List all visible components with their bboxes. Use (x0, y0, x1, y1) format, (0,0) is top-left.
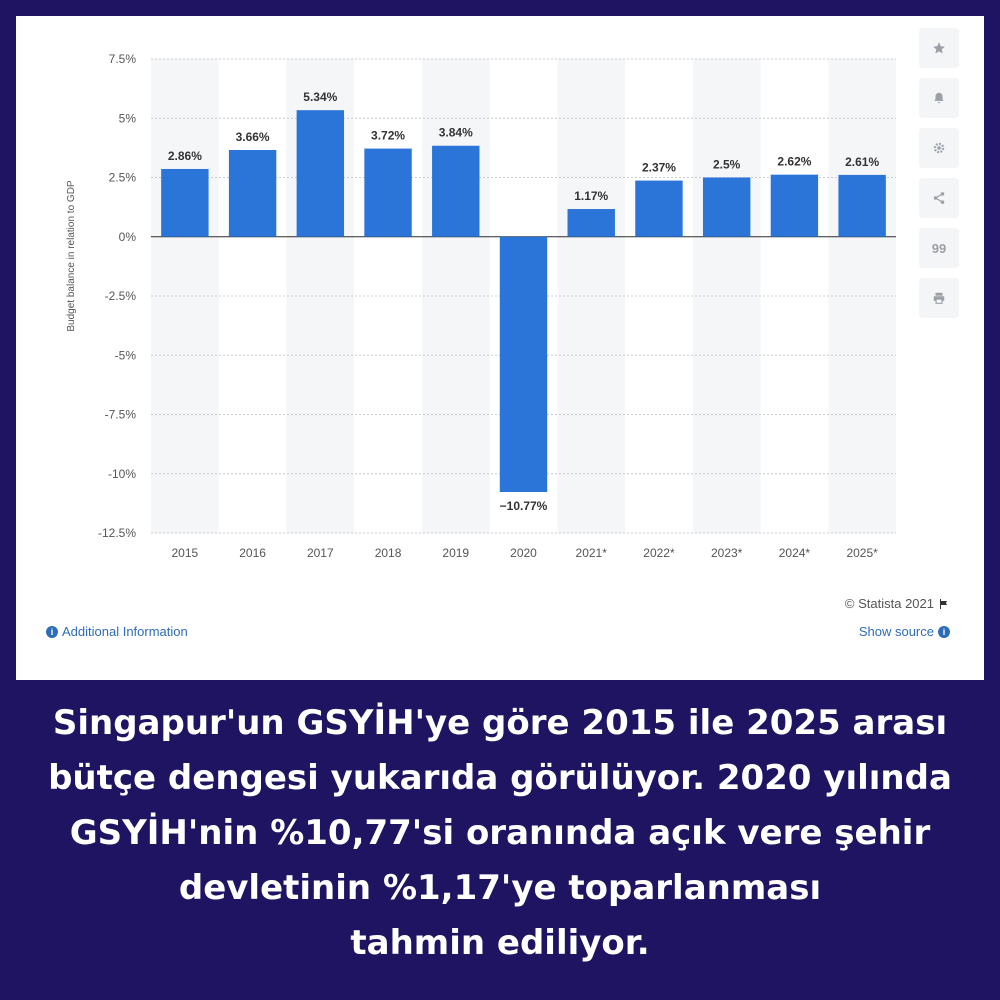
print-button[interactable] (919, 278, 959, 318)
chart-card: 7.5% 5% 2.5% 0% -2.5% -5% -7.5% -10% -12.5% Budge… (16, 16, 984, 680)
share-button[interactable] (919, 178, 959, 218)
data-label: 2.5% (713, 158, 741, 172)
quote-icon: 99 (931, 240, 947, 256)
bar (364, 148, 412, 237)
data-label: 3.72% (371, 129, 405, 143)
chart-toolbar: 99 (919, 28, 971, 318)
copyright-notice: © Statista 2021 (845, 596, 950, 611)
x-tick-label: 2023* (711, 546, 743, 560)
column-band (692, 59, 761, 533)
y-tick-label: -7.5% (105, 408, 137, 422)
y-tick-label: 0% (119, 230, 137, 244)
y-tick-label: -12.5% (98, 526, 136, 540)
gear-icon (933, 142, 945, 154)
y-tick-label: 2.5% (109, 171, 137, 185)
print-icon (933, 292, 945, 304)
x-tick-label: 2025* (846, 546, 878, 560)
flag-icon (940, 598, 947, 609)
data-label: 2.86% (168, 149, 202, 163)
share-icon (933, 192, 945, 204)
column-band (828, 59, 896, 533)
x-tick-label: 2017 (307, 546, 334, 560)
bar-chart: 7.5% 5% 2.5% 0% -2.5% -5% -7.5% -10% -12.5% Budge… (66, 52, 896, 560)
data-label: 2.62% (777, 155, 811, 169)
x-tick-label: 2019 (442, 546, 469, 560)
bar (296, 110, 345, 237)
additional-information-label: Additional Information (62, 624, 188, 639)
y-tick-label: 5% (119, 111, 137, 125)
caption: Singapur'un GSYİH'ye göre 2015 ile 2025 … (20, 696, 980, 971)
settings-button[interactable] (919, 128, 959, 168)
x-tick-label: 2021* (576, 546, 608, 560)
bar (838, 174, 886, 237)
bar (161, 168, 209, 237)
x-tick-label: 2015 (172, 546, 199, 560)
caption-line: GSYİH'nin %10,77'si oranında açık vere ş… (69, 813, 931, 853)
bar (702, 177, 751, 237)
bar (567, 209, 615, 237)
x-tick-label: 2022* (643, 546, 675, 560)
bar (770, 174, 819, 237)
data-label: 5.34% (303, 90, 337, 104)
info-icon: i (46, 625, 58, 638)
data-label: 1.17% (574, 189, 608, 203)
bar (635, 180, 683, 237)
bar (228, 150, 277, 237)
y-axis-title: Budget balance in relation to GDP (66, 180, 77, 332)
bar (432, 145, 480, 237)
y-tick-label: -2.5% (105, 289, 137, 303)
x-tick-label: 2018 (375, 546, 402, 560)
show-source-link[interactable]: Show source i (859, 624, 950, 639)
cite-button[interactable]: 99 (919, 228, 959, 268)
info-icon: i (938, 625, 950, 638)
data-label: 2.37% (642, 161, 676, 175)
favorite-button[interactable] (919, 28, 959, 68)
caption-line: bütçe dengesi yukarıda görülüyor. 2020 y… (48, 758, 952, 798)
bell-icon (934, 92, 944, 104)
x-tick-label: 2024* (779, 546, 811, 560)
x-tick-label: 2016 (239, 546, 266, 560)
copyright-text: © Statista 2021 (844, 596, 934, 611)
data-label: −10.77% (500, 499, 548, 513)
y-tick-label: -10% (108, 467, 136, 481)
additional-information-link[interactable]: i Additional Information (46, 624, 188, 639)
caption-line: Singapur'un GSYİH'ye göre 2015 ile 2025 … (52, 703, 948, 743)
show-source-label: Show source (858, 624, 934, 639)
y-tick-label: 7.5% (109, 52, 137, 66)
caption-line: tahmin ediliyor. (350, 923, 650, 963)
data-label: 3.84% (439, 126, 473, 140)
data-label: 2.61% (845, 155, 879, 169)
x-tick-label: 2020 (510, 546, 537, 560)
y-tick-label: -5% (115, 348, 137, 362)
star-icon (933, 42, 945, 54)
bar (499, 236, 548, 492)
caption-line: devletinin %1,17'ye toparlanması (178, 868, 822, 908)
notification-button[interactable] (919, 78, 959, 118)
data-label: 3.66% (236, 130, 270, 144)
